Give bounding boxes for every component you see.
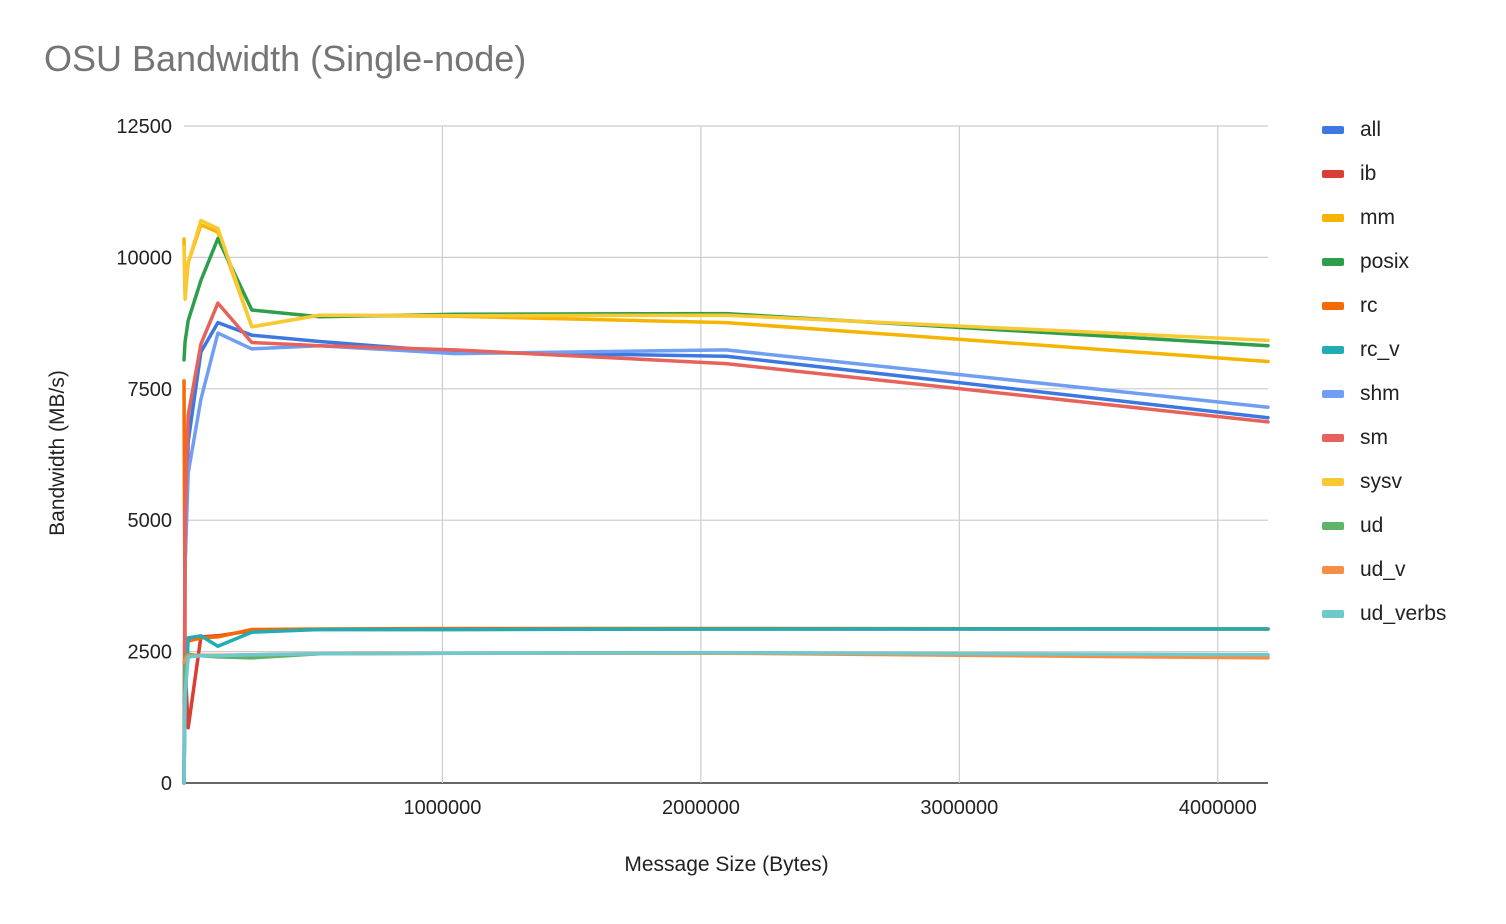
y-tick-label: 12500	[116, 116, 172, 138]
legend-item-shm: shm	[1322, 372, 1502, 416]
series-line-mm	[182, 223, 1270, 364]
legend-item-sm: sm	[1322, 416, 1502, 460]
legend-item-sysv: sysv	[1322, 460, 1502, 504]
legend-swatch	[1322, 522, 1344, 530]
legend-swatch	[1322, 126, 1344, 134]
legend-label: posix	[1360, 250, 1410, 273]
legend-swatch	[1322, 170, 1344, 178]
y-tick-label: 0	[161, 773, 172, 795]
x-tick-label: 4000000	[1179, 797, 1257, 819]
legend-label: mm	[1360, 206, 1395, 229]
legend-swatch	[1322, 434, 1344, 442]
legend-label: sysv	[1360, 470, 1402, 493]
chart-title: OSU Bandwidth (Single-node)	[44, 38, 527, 79]
legend-swatch	[1322, 346, 1344, 354]
series-line-ud_verbs	[182, 650, 1270, 785]
legend-label: shm	[1360, 382, 1400, 405]
legend-swatch	[1322, 478, 1344, 486]
legend-item-rc: rc	[1322, 284, 1502, 328]
legend-swatch	[1322, 258, 1344, 266]
legend-item-ud: ud	[1322, 504, 1502, 548]
x-tick-label: 3000000	[920, 797, 998, 819]
legend-label: sm	[1360, 426, 1388, 449]
legend-swatch	[1322, 214, 1344, 222]
legend-item-ib: ib	[1322, 152, 1502, 196]
y-tick-label: 2500	[128, 642, 173, 664]
legend-label: rc_v	[1360, 338, 1400, 361]
legend-swatch	[1322, 390, 1344, 398]
legend-label: ud_verbs	[1360, 602, 1447, 625]
legend-item-all: all	[1322, 108, 1502, 152]
legend-item-posix: posix	[1322, 240, 1502, 284]
legend-label: ud_v	[1360, 558, 1406, 581]
x-axis-title: Message Size (Bytes)	[624, 853, 829, 876]
legend-item-ud_verbs: ud_verbs	[1322, 592, 1502, 636]
legend-label: all	[1360, 118, 1382, 141]
y-tick-label: 5000	[128, 510, 173, 532]
legend-item-mm: mm	[1322, 196, 1502, 240]
legend-label: ud	[1360, 514, 1384, 537]
legend-swatch	[1322, 566, 1344, 574]
series-line-sm	[182, 301, 1270, 785]
legend-label: ib	[1360, 162, 1377, 185]
series-line-rc	[182, 379, 1270, 649]
y-tick-label: 10000	[116, 247, 172, 269]
x-tick-label: 2000000	[662, 797, 740, 819]
legend-item-ud_v: ud_v	[1322, 548, 1502, 592]
legend-swatch	[1322, 610, 1344, 618]
legend-swatch	[1322, 302, 1344, 310]
series-line-sysv	[182, 218, 1270, 343]
series-line-posix	[182, 236, 1270, 362]
y-axis-title: Bandwidth (MB/s)	[46, 370, 69, 536]
series-line-ud	[182, 650, 1270, 785]
x-tick-label: 1000000	[404, 797, 482, 819]
y-tick-label: 7500	[128, 379, 173, 401]
legend-item-rc_v: rc_v	[1322, 328, 1502, 372]
legend-label: rc	[1360, 294, 1378, 317]
